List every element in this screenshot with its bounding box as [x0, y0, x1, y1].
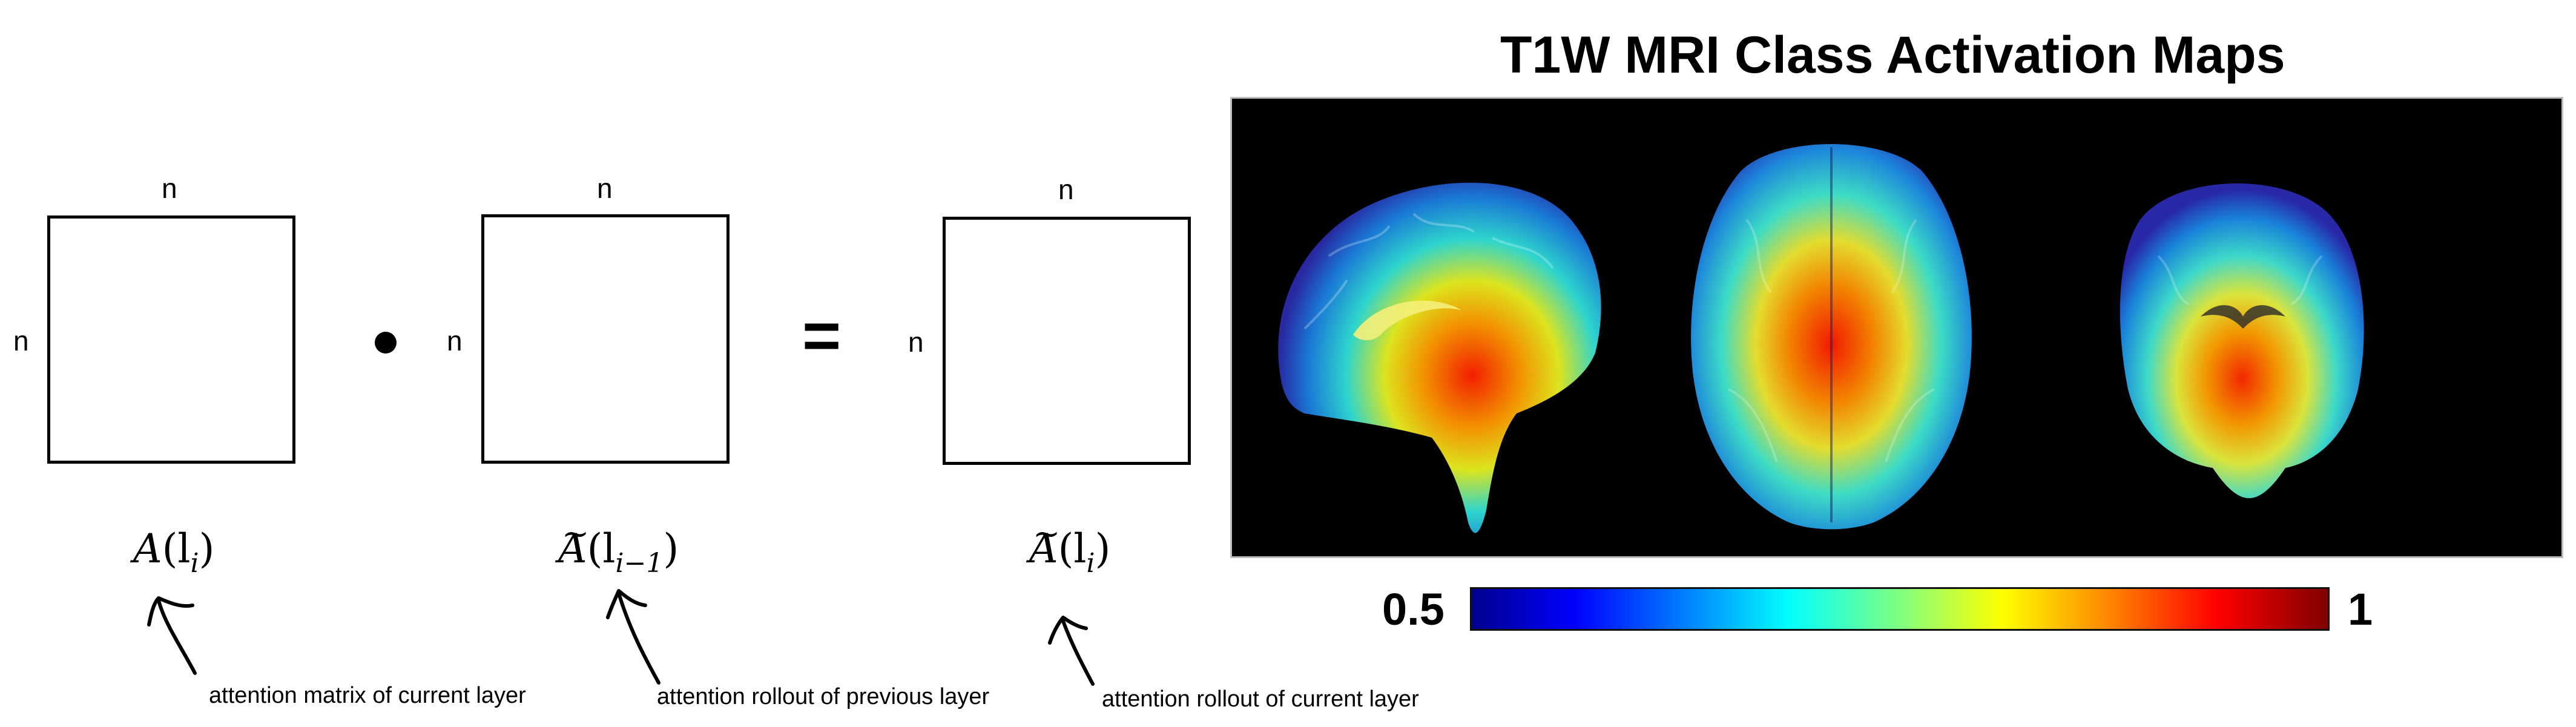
matrix-3-box [943, 217, 1191, 465]
matrix-2-top-dim: n [597, 173, 613, 204]
matrix-1-formula-args: (l [162, 525, 191, 572]
matrix-3-formula-sub: i [1086, 548, 1095, 579]
matrix-2-box [481, 214, 730, 464]
brain-heatmaps [1278, 144, 2364, 533]
matrix-1-formula: A(li) [133, 525, 215, 579]
matrix-1-caption: attention matrix of current layer [209, 683, 526, 708]
colorbar-min-label: 0.5 [1382, 584, 1444, 634]
axial-brain-view [1691, 144, 1972, 530]
matrix-1-side-dim: n [13, 325, 29, 357]
matrix-2-side-dim: n [447, 325, 463, 357]
matrix-2-formula-sub: i−1 [615, 548, 664, 579]
matrix-2-formula-close: ) [663, 525, 679, 572]
colorbar-max-label: 1 [2348, 584, 2373, 634]
equals-operator: = [802, 298, 842, 373]
matrix-3-formula-close: ) [1095, 525, 1111, 572]
sagittal-brain-view [1278, 182, 1601, 533]
matrix-1-formula-close: ) [199, 525, 215, 572]
matrix-2-formula-args: (l [587, 525, 616, 572]
matrix-2-formula-base: A [558, 525, 587, 572]
matrix-1-box [47, 215, 295, 464]
colorbar [1470, 587, 2330, 631]
coronal-brain-view [2120, 183, 2364, 498]
matrix-1-arrow [147, 596, 197, 675]
annotation-arrows [147, 589, 1095, 686]
matrix-3-caption: attention rollout of current layer [1102, 686, 1419, 712]
matrix-3-formula-args: (l [1058, 525, 1087, 572]
matrix-1-formula-base: A [133, 525, 162, 572]
matrix-1-formula-sub: i [190, 548, 199, 579]
cam-title: T1W MRI Class Activation Maps [1500, 26, 2285, 84]
matrix-2-caption: attention rollout of previous layer [657, 684, 990, 709]
matrix-3-arrow [1048, 616, 1095, 686]
matrix-3-top-dim: n [1058, 174, 1074, 205]
matrix-3-tilde: ~ [1033, 515, 1061, 553]
matrix-3-formula-base: A [1029, 525, 1058, 572]
matrix-2-tilde: ~ [562, 515, 590, 553]
matrix-product-dot [375, 332, 397, 354]
matrix-2-arrow [606, 589, 660, 685]
matrix-1-top-dim: n [162, 173, 177, 204]
matrix-3-formula: ~ A(li) [1029, 515, 1111, 579]
matrix-3-side-dim: n [908, 326, 924, 358]
matrix-2-formula: ~ A(li−1) [558, 515, 679, 579]
cam-image-panel [1230, 97, 2563, 558]
